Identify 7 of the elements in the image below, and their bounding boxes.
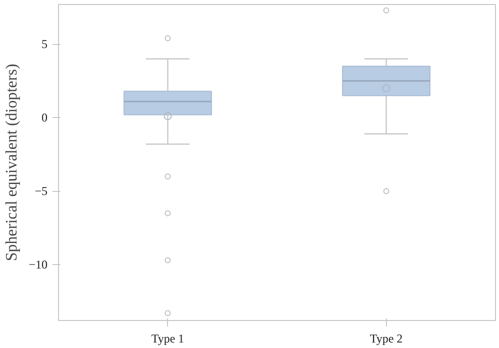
y-tick-label: −5 [34, 184, 48, 198]
y-tick-label: 0 [42, 110, 48, 125]
y-axis-title: Spherical equivalent (diopters) [4, 64, 21, 262]
x-tick-label: Type 1 [151, 332, 184, 346]
y-tick-label: −10 [28, 258, 48, 272]
x-tick-label: Type 2 [370, 332, 403, 346]
y-tick-label: 5 [42, 37, 48, 52]
